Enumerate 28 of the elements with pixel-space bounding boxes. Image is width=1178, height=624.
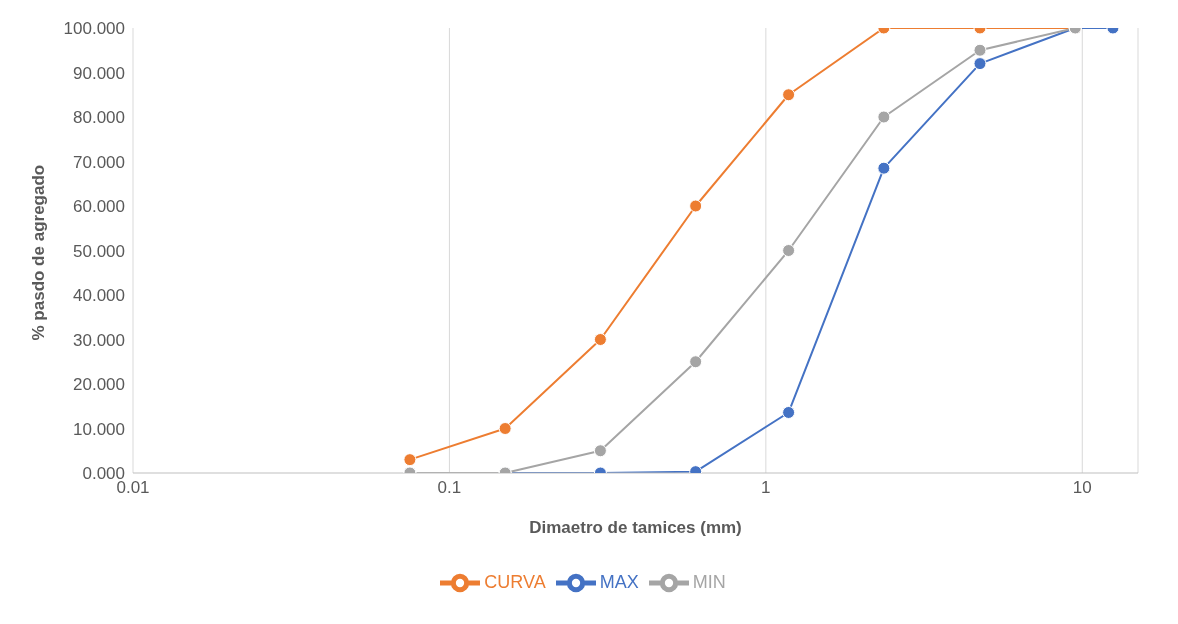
y-tick-label: 90.000: [73, 63, 125, 83]
point: [782, 88, 796, 102]
point: [498, 422, 512, 435]
y-tick-label: 70.000: [73, 152, 125, 172]
y-tick-label: 20.000: [73, 375, 125, 395]
x-tick-label: 10: [1072, 478, 1092, 498]
point: [782, 405, 796, 419]
y-tick-label: 10.000: [73, 419, 125, 439]
y-tick-label: 60.000: [73, 197, 125, 217]
point: [877, 161, 891, 175]
point: [877, 110, 891, 124]
y-tick-label: 80.000: [73, 108, 125, 128]
point: [782, 244, 796, 257]
x-tick-label: 1: [761, 478, 771, 498]
y-tick-label: 100.000: [63, 19, 125, 39]
x-axis-title: Dimaetro de tamices (mm): [529, 518, 742, 537]
y-tick-label: 50.000: [73, 241, 125, 261]
point: [593, 333, 607, 346]
legend-label: MIN: [692, 571, 726, 592]
y-tick-label: 30.000: [73, 330, 125, 350]
legend-label: CURVA: [484, 571, 546, 592]
point: [689, 355, 703, 369]
legend-label: MAX: [599, 571, 639, 592]
x-tick-label: 0.1: [437, 478, 462, 498]
y-axis-title: % pasdo de agregado: [29, 164, 49, 341]
y-tick-label: 40.000: [73, 286, 125, 306]
point: [689, 199, 703, 213]
point: [973, 57, 987, 71]
